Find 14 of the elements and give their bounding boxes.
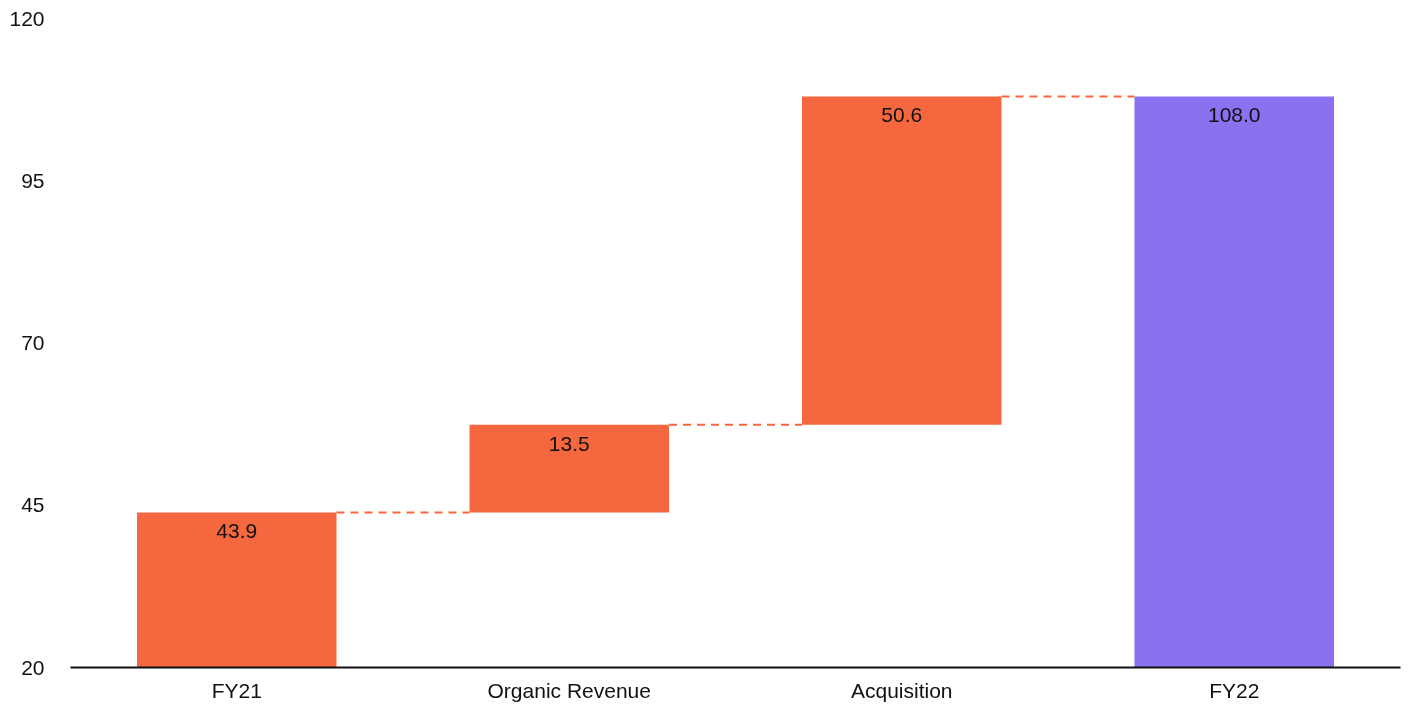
data-label: 13.5	[548, 431, 590, 455]
y-tick-label: 95	[21, 168, 45, 192]
x-tick-label: FY21	[211, 678, 262, 702]
data-label: 50.6	[881, 103, 923, 127]
y-tick-label: 120	[9, 6, 45, 30]
bar	[1134, 96, 1334, 668]
data-label: 43.9	[216, 519, 258, 543]
y-tick-label: 70	[21, 331, 45, 354]
y-tick-label: 20	[21, 655, 45, 679]
data-label: 108.0	[1207, 103, 1261, 127]
x-tick-label: Organic Revenue	[487, 678, 651, 702]
x-tick-label: FY22	[1209, 678, 1260, 702]
x-tick-label: Acquisition	[850, 678, 953, 702]
y-tick-label: 45	[21, 493, 45, 517]
